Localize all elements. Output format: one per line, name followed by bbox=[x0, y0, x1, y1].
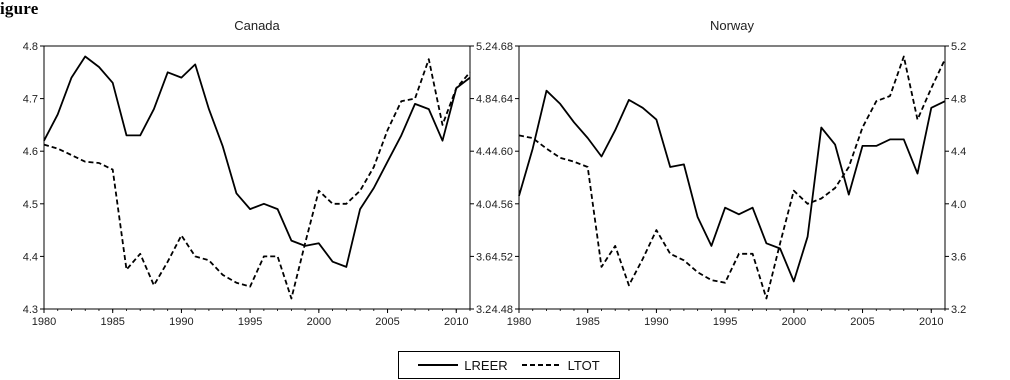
chart-norway-series-lreer bbox=[518, 89, 946, 283]
chart-canada-y-left-tick-label: 4.4 bbox=[23, 251, 38, 263]
chart-norway-x-tick-label: 1980 bbox=[507, 316, 531, 328]
chart-canada-x-tick-label: 1985 bbox=[100, 316, 124, 328]
chart-canada-series-ltot bbox=[43, 58, 471, 300]
chart-norway-series-ltot bbox=[518, 55, 946, 300]
chart-norway-plot-frame bbox=[518, 45, 946, 310]
legend-item-lreer: LREER bbox=[418, 357, 508, 373]
chart-norway-x-tick-label: 2000 bbox=[782, 316, 806, 328]
chart-norway-x-tick-label: 1990 bbox=[644, 316, 668, 328]
chart-canada-y-right-tick-label: 3.6 bbox=[476, 251, 491, 263]
chart-norway-y-right-tick-label: 3.2 bbox=[951, 304, 966, 316]
chart-canada-y-left-tick-label: 4.8 bbox=[23, 41, 38, 53]
chart-canada-plot-frame bbox=[43, 45, 471, 310]
chart-norway-y-right-tick-label: 3.6 bbox=[951, 251, 966, 263]
chart-norway-y-right-tick-label: 4.8 bbox=[951, 94, 966, 106]
chart-norway-y-left-tick-label: 4.48 bbox=[492, 304, 513, 316]
chart-canada-x-tick-label: 1990 bbox=[169, 316, 193, 328]
chart-legend: LREER LTOT bbox=[398, 351, 620, 379]
chart-canada-y-right-tick-label: 4.8 bbox=[476, 94, 491, 106]
chart-norway-y-right-tick-label: 5.2 bbox=[951, 41, 966, 53]
chart-canada-y-left-tick-label: 4.6 bbox=[23, 146, 38, 158]
legend-swatch-solid bbox=[418, 364, 459, 366]
chart-norway-y-left-tick-label: 4.52 bbox=[492, 251, 513, 263]
chart-canada-y-right-tick-label: 4.4 bbox=[476, 146, 491, 158]
chart-norway-y-left-tick-label: 4.68 bbox=[492, 41, 513, 53]
legend-label-ltot: LTOT bbox=[567, 357, 600, 373]
chart-canada-x-tick-label: 2010 bbox=[444, 316, 468, 328]
chart-canada-series-lreer bbox=[43, 55, 471, 268]
chart-norway-y-left-tick-label: 4.60 bbox=[492, 146, 513, 158]
legend-swatch-dashed bbox=[521, 364, 562, 366]
chart-canada-y-right-tick-label: 3.2 bbox=[476, 304, 491, 316]
chart-canada-y-left-tick-label: 4.5 bbox=[23, 199, 38, 211]
chart-norway-x-tick-label: 2010 bbox=[919, 316, 943, 328]
chart-canada-y-right-tick-label: 5.2 bbox=[476, 41, 491, 53]
chart-norway-x-tick-label: 1995 bbox=[713, 316, 737, 328]
chart-norway-x-tick-label: 1985 bbox=[575, 316, 599, 328]
chart-canada-y-left-tick-label: 4.3 bbox=[23, 304, 38, 316]
chart-norway-title: Norway bbox=[710, 18, 755, 33]
chart-norway-y-right-tick-label: 4.0 bbox=[951, 199, 966, 211]
chart-canada-x-tick-label: 2000 bbox=[307, 316, 331, 328]
chart-norway-y-right-tick-label: 4.4 bbox=[951, 146, 966, 158]
chart-canada-x-tick-label: 2005 bbox=[375, 316, 399, 328]
chart-norway-x-tick-label: 2005 bbox=[850, 316, 874, 328]
chart-canada-title: Canada bbox=[234, 18, 280, 33]
legend-item-ltot: LTOT bbox=[521, 357, 600, 373]
chart-canada-y-right-tick-label: 4.0 bbox=[476, 199, 491, 211]
legend-label-lreer: LREER bbox=[464, 357, 508, 373]
chart-canada-x-tick-label: 1980 bbox=[32, 316, 56, 328]
chart-norway-y-left-tick-label: 4.64 bbox=[492, 94, 513, 106]
figure-heading: igure bbox=[0, 0, 39, 18]
chart-norway-y-left-tick-label: 4.56 bbox=[492, 199, 513, 211]
chart-canada-y-left-tick-label: 4.7 bbox=[23, 94, 38, 106]
chart-canada-x-tick-label: 1995 bbox=[238, 316, 262, 328]
